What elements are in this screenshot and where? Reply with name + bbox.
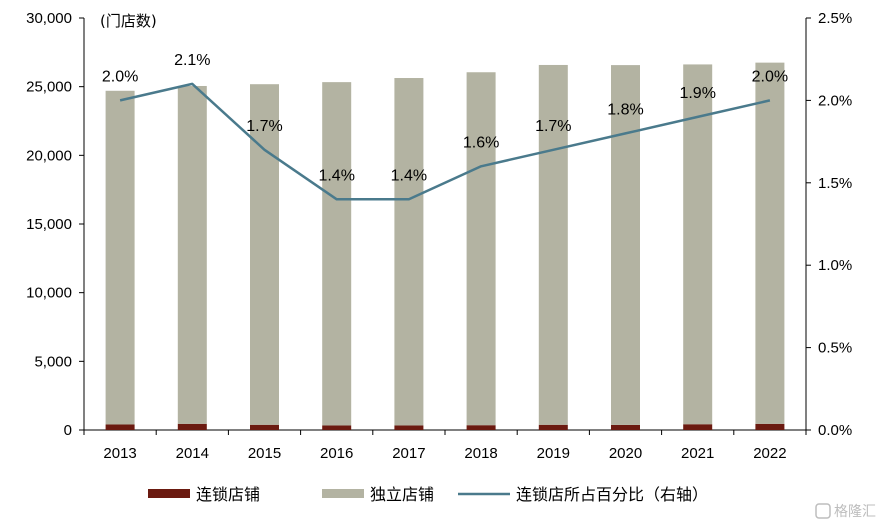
bar-independent-2014	[177, 85, 207, 424]
x-tick-label-2017: 2017	[392, 445, 425, 462]
right-tick-label: 1.0%	[818, 257, 852, 274]
percentage-label-2014: 2.1%	[174, 52, 210, 69]
percentage-label-2020: 1.8%	[607, 101, 643, 118]
x-tick-label-2022: 2022	[753, 445, 786, 462]
left-tick-label: 20,000	[26, 147, 72, 164]
bar-independent-2022	[755, 62, 785, 424]
left-tick-label: 25,000	[26, 79, 72, 96]
right-tick-label: 2.5%	[818, 10, 852, 27]
x-tick-label-2021: 2021	[681, 445, 714, 462]
percentage-line	[119, 82, 771, 201]
bar-independent-2021	[683, 64, 713, 425]
left-tick-label: 5,000	[34, 353, 72, 370]
bar-independent-2016	[322, 82, 352, 426]
percentage-label-2013: 2.0%	[102, 68, 138, 85]
legend-swatch-independent	[322, 489, 364, 498]
bar-chain-2022	[755, 423, 785, 430]
left-axis-ticks: 0 5,000 10,000 15,000 20,000 25,000 30,000	[26, 10, 84, 439]
percentage-label-2017: 1.4%	[391, 167, 427, 184]
percentage-label-2018: 1.6%	[463, 134, 499, 151]
watermark-logo-icon	[815, 503, 831, 519]
watermark-text: 格隆汇	[834, 504, 876, 520]
right-axis-ticks: 0.0% 0.5% 1.0% 1.5% 2.0% 2.5%	[806, 10, 852, 439]
bar-chain-2019	[538, 424, 568, 430]
x-tick-label-2015: 2015	[248, 445, 281, 462]
right-tick-label: 0.0%	[818, 422, 852, 439]
bar-chain-2020	[611, 424, 640, 430]
bar-independent-2020	[611, 65, 640, 425]
right-tick-label: 0.5%	[818, 340, 852, 357]
left-tick-label: 10,000	[26, 285, 72, 302]
x-tick-label-2020: 2020	[609, 445, 642, 462]
bar-independent-2013	[105, 90, 135, 425]
right-tick-label: 2.0%	[818, 92, 852, 109]
bar-independent-2019	[538, 64, 568, 425]
legend-label-chain: 连锁店铺	[196, 485, 260, 504]
bar-chain-2021	[683, 424, 713, 430]
percentage-label-2016: 1.4%	[318, 167, 354, 184]
bar-chain-2018	[466, 425, 496, 430]
left-tick-label: 0	[64, 422, 72, 439]
bar-chain-2015	[250, 424, 279, 430]
left-tick-label: 15,000	[26, 216, 72, 233]
legend: 连锁店铺 独立店铺 连锁店所占百分比（右轴）	[148, 485, 708, 504]
percentage-label-2019: 1.7%	[535, 118, 571, 135]
x-tick-label-2013: 2013	[103, 445, 136, 462]
bar-chain-2014	[177, 423, 207, 430]
right-tick-label: 1.5%	[818, 175, 852, 192]
bar-chain-2013	[105, 424, 135, 430]
percentage-label-2022: 2.0%	[752, 68, 788, 85]
x-tick-label-2014: 2014	[176, 445, 209, 462]
watermark: 格隆汇	[815, 503, 876, 520]
bar-chain-2016	[322, 425, 352, 430]
legend-label-independent: 独立店铺	[370, 485, 434, 504]
bars	[105, 62, 785, 430]
x-tick-label-2019: 2019	[537, 445, 570, 462]
bar-independent-2017	[394, 78, 424, 426]
bar-independent-2015	[250, 84, 279, 425]
bar-chain-2017	[394, 425, 424, 430]
left-axis-unit-label: (门店数)	[100, 12, 157, 30]
left-tick-label: 30,000	[26, 10, 72, 27]
x-tick-label-2018: 2018	[464, 445, 497, 462]
percentage-label-2015: 1.7%	[246, 118, 282, 135]
bar-independent-2018	[466, 72, 496, 426]
legend-label-percentage: 连锁店所占百分比（右轴）	[516, 485, 708, 504]
percentage-label-2021: 1.9%	[679, 85, 715, 102]
x-tick-label-2016: 2016	[320, 445, 353, 462]
percentage-line-layer: 2.0% 2.1% 1.7% 1.4% 1.4% 1.6% 1.7% 1.8% 1.9% 2.0%	[102, 52, 788, 201]
x-axis-ticks: 2013 2014 2015 2016 2017 2018 2019 2020 2021 2022	[83, 430, 807, 462]
legend-swatch-chain	[148, 489, 190, 498]
